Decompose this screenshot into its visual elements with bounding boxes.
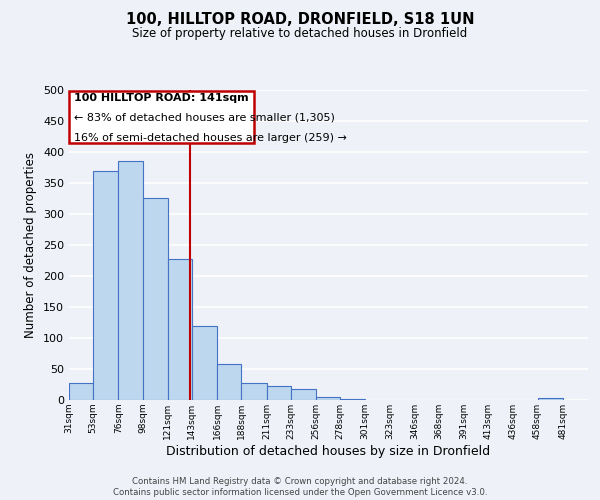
- Bar: [241, 384, 266, 400]
- Bar: [290, 390, 316, 400]
- Text: 16% of semi-detached houses are larger (259) →: 16% of semi-detached houses are larger (…: [74, 133, 347, 143]
- Bar: [143, 198, 168, 400]
- Text: 100 HILLTOP ROAD: 141sqm: 100 HILLTOP ROAD: 141sqm: [74, 93, 249, 103]
- Bar: [118, 162, 143, 400]
- Bar: [69, 382, 93, 400]
- Y-axis label: Number of detached properties: Number of detached properties: [25, 152, 37, 338]
- Bar: [168, 258, 192, 400]
- X-axis label: Distribution of detached houses by size in Dronfield: Distribution of detached houses by size …: [166, 444, 491, 458]
- Bar: [93, 170, 118, 400]
- Text: 100, HILLTOP ROAD, DRONFIELD, S18 1UN: 100, HILLTOP ROAD, DRONFIELD, S18 1UN: [126, 12, 474, 28]
- Bar: [192, 326, 217, 400]
- Text: Contains HM Land Registry data © Crown copyright and database right 2024.: Contains HM Land Registry data © Crown c…: [132, 477, 468, 486]
- Text: Contains public sector information licensed under the Open Government Licence v3: Contains public sector information licen…: [113, 488, 487, 497]
- Text: Size of property relative to detached houses in Dronfield: Size of property relative to detached ho…: [133, 28, 467, 40]
- Text: ← 83% of detached houses are smaller (1,305): ← 83% of detached houses are smaller (1,…: [74, 113, 335, 123]
- FancyBboxPatch shape: [69, 91, 254, 142]
- Bar: [266, 386, 290, 400]
- Bar: [538, 398, 563, 400]
- Bar: [316, 397, 340, 400]
- Bar: [217, 364, 241, 400]
